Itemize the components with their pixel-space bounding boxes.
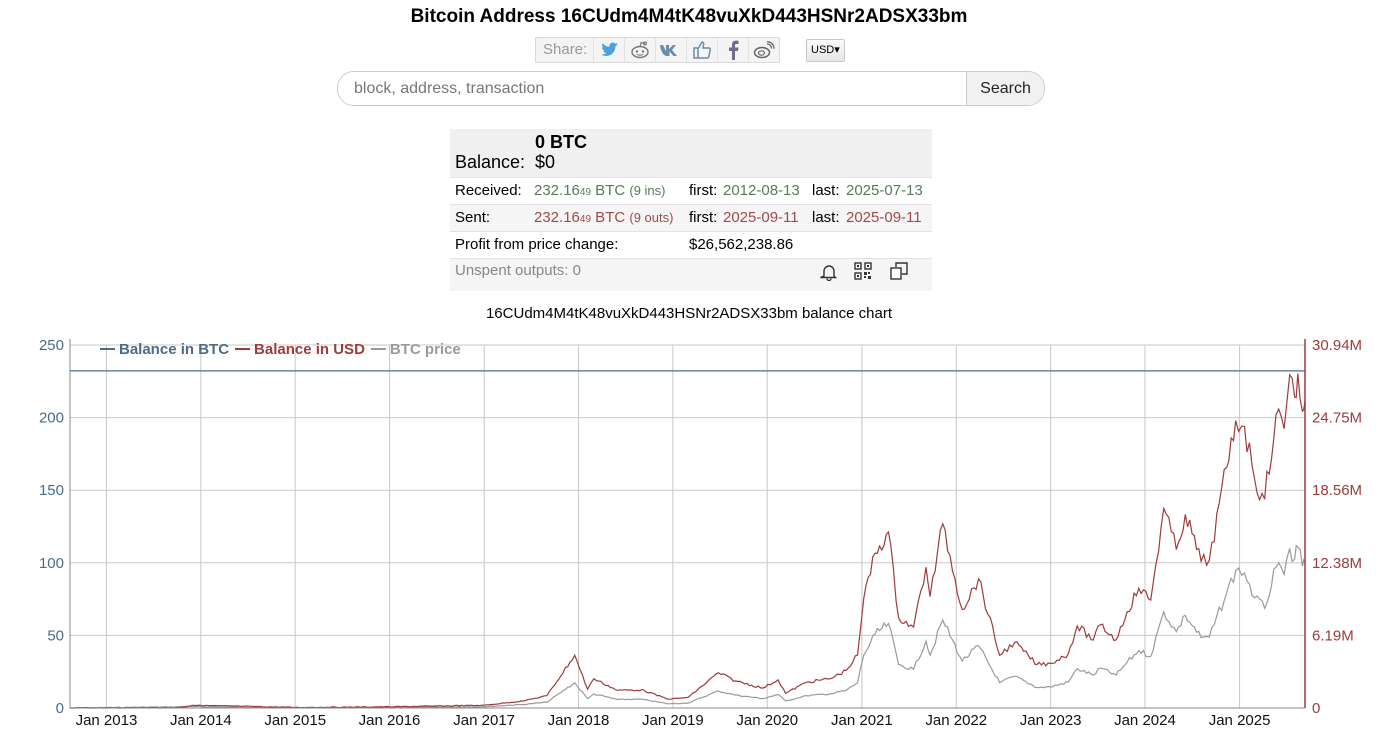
x-tick-label: Jan 2020 <box>736 712 798 729</box>
balance-btc: 0 BTC <box>535 132 588 152</box>
sent-last-label: last: <box>812 209 840 226</box>
chart-legend: Balance in BTC Balance in USD BTC price <box>100 341 461 358</box>
y-left-tick-label: 0 <box>56 700 64 717</box>
x-tick-label: Jan 2024 <box>1114 712 1176 729</box>
chart-axes: 0 50 100 150 200 250 0 6.19M 12.38M 18.56M 24.75M 3… <box>39 337 1362 729</box>
x-tick-label: Jan 2015 <box>264 712 326 729</box>
search-input[interactable] <box>338 72 966 105</box>
x-tick-label: Jan 2018 <box>548 712 610 729</box>
series-line-balance-in-usd <box>70 373 1306 709</box>
series-line-btc-price <box>70 544 1306 709</box>
balance-usd: $0 <box>535 152 556 172</box>
x-tick-label: Jan 2013 <box>76 712 138 729</box>
sent-amount-small: 49 <box>579 214 592 225</box>
profit-label: Profit from price change: <box>455 236 619 253</box>
address-summary: Balance: 0 BTC $0 Received: 232.1649 BTC… <box>450 129 932 291</box>
bell-icon[interactable] <box>820 263 838 285</box>
received-count: (9 ins) <box>629 183 666 198</box>
y-right-tick-label: 0 <box>1312 700 1320 717</box>
y-left-tick-label: 200 <box>39 410 64 427</box>
share-label: Share: <box>543 41 588 58</box>
y-left-tick-label: 150 <box>39 482 64 499</box>
y-left-tick-label: 50 <box>47 627 64 644</box>
y-right-tick-label: 24.75M <box>1312 410 1362 427</box>
sent-first-label: first: <box>689 209 718 226</box>
x-tick-label: Jan 2016 <box>359 712 421 729</box>
received-unit: BTC <box>591 182 626 199</box>
y-right-tick-label: 18.56M <box>1312 482 1362 499</box>
qr-code-icon[interactable] <box>854 262 872 284</box>
search-button[interactable]: Search <box>966 72 1044 105</box>
caret-down-icon: ▾ <box>834 44 840 56</box>
y-right-tick-label: 30.94M <box>1312 337 1362 354</box>
vk-icon[interactable] <box>655 38 686 62</box>
sent-label: Sent: <box>455 209 491 226</box>
balance-chart: 0 50 100 150 200 250 0 6.19M 12.38M 18.56M 24.75M 3… <box>39 337 1362 729</box>
sent-first-date[interactable]: 2025-09-11 <box>723 209 799 226</box>
profit-row: Profit from price change: $26,562,238.86 <box>450 231 932 258</box>
x-tick-label: Jan 2021 <box>831 712 893 729</box>
y-left-tick-label: 250 <box>39 337 64 354</box>
legend-item: BTC price <box>390 341 461 358</box>
received-amount-group: 232.1649 BTC (9 ins) <box>534 182 665 199</box>
received-last-label: last: <box>812 182 840 199</box>
twitter-icon[interactable] <box>593 38 624 62</box>
unspent-row: Unspent outputs: 0 <box>450 258 932 291</box>
chart-series <box>70 370 1306 709</box>
legend-item: Balance in BTC <box>119 341 229 358</box>
like-icon[interactable] <box>686 38 717 62</box>
sent-amount-group: 232.1649 BTC (9 outs) <box>534 209 673 226</box>
y-left-tick-label: 100 <box>39 555 64 572</box>
currency-select[interactable]: USD▾ <box>806 39 845 62</box>
x-tick-label: Jan 2019 <box>642 712 704 729</box>
currency-value: USD <box>811 44 835 56</box>
received-amount-small: 49 <box>579 187 592 198</box>
sent-amount: 232.16 <box>534 209 580 226</box>
x-tick-label: Jan 2017 <box>453 712 515 729</box>
received-row: Received: 232.1649 BTC (9 ins) first: 20… <box>450 177 932 204</box>
chart-grid <box>70 344 1305 709</box>
reddit-icon[interactable] <box>624 38 655 62</box>
received-first-label: first: <box>689 182 718 199</box>
balance-label: Balance: <box>455 152 526 172</box>
y-right-tick-label: 12.38M <box>1312 555 1362 572</box>
unspent-outputs: Unspent outputs: 0 <box>455 262 581 279</box>
received-label: Received: <box>455 182 522 199</box>
sent-unit: BTC <box>591 209 626 226</box>
received-amount: 232.16 <box>534 182 580 199</box>
facebook-icon[interactable] <box>717 38 748 62</box>
sent-count: (9 outs) <box>629 210 674 225</box>
weibo-icon[interactable] <box>748 38 779 62</box>
share-bar: Share: <box>535 37 781 63</box>
received-first-date[interactable]: 2012-08-13 <box>723 182 800 199</box>
copy-icon[interactable] <box>890 262 908 284</box>
x-tick-label: Jan 2014 <box>170 712 232 729</box>
y-right-tick-label: 6.19M <box>1312 627 1354 644</box>
profit-value: $26,562,238.86 <box>689 236 794 253</box>
balance-row: Balance: 0 BTC $0 <box>450 129 932 177</box>
received-last-date[interactable]: 2025-07-13 <box>846 182 923 199</box>
legend-item: Balance in USD <box>254 341 365 358</box>
x-tick-label: Jan 2025 <box>1209 712 1271 729</box>
page-title: Bitcoin Address 16CUdm4M4tK48vuXkD443HSN… <box>410 6 968 27</box>
x-tick-label: Jan 2022 <box>925 712 987 729</box>
x-tick-label: Jan 2023 <box>1020 712 1082 729</box>
sent-row: Sent: 232.1649 BTC (9 outs) first: 2025-… <box>450 204 932 231</box>
sent-last-date[interactable]: 2025-09-11 <box>846 209 922 226</box>
search-bar: Search <box>337 71 1045 106</box>
chart-title: 16CUdm4M4tK48vuXkD443HSNr2ADSX33bm balan… <box>485 305 893 322</box>
